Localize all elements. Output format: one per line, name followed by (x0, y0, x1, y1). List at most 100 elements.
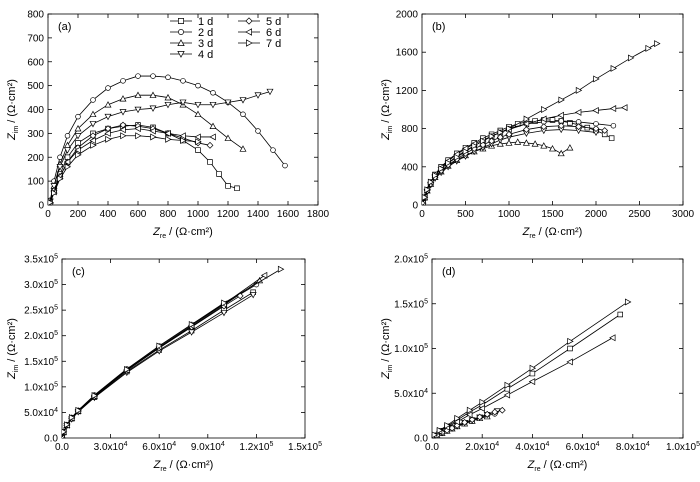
legend-marker (246, 39, 253, 47)
data-point (89, 121, 97, 128)
data-point (164, 101, 172, 109)
panel-tag: (c) (72, 266, 85, 278)
legend-marker (177, 51, 185, 58)
legend-item: 6 d (238, 27, 281, 39)
legend-label: 3 d (198, 38, 213, 50)
y-tick-label: 700 (27, 33, 44, 44)
data-point (120, 132, 127, 140)
series-line (49, 94, 244, 202)
x-tick-label: 1.2x105 (239, 441, 273, 453)
data-point (134, 91, 142, 98)
y-tick-label: 0 (412, 201, 418, 212)
data-point (75, 151, 82, 159)
x-tick-label: 800 (160, 209, 177, 220)
y-axis-title: Zim / (Ω·cm²) (380, 318, 394, 380)
x-tick-label: 1600 (277, 209, 300, 220)
data-point (523, 115, 531, 123)
data-point (529, 364, 537, 372)
data-point (448, 424, 456, 432)
data-point (149, 105, 157, 112)
y-tick-label: 1.0x105 (394, 343, 428, 355)
data-point (156, 342, 163, 350)
data-point (522, 139, 530, 146)
series-line (422, 120, 614, 204)
x-axis-title: Zre / (Ω·cm²) (152, 226, 213, 240)
data-point (206, 141, 214, 149)
series-line (422, 141, 571, 204)
x-tick-label: 3000 (672, 209, 695, 220)
y-tick-label: 1.5x105 (394, 298, 428, 310)
data-point (266, 88, 274, 96)
data-point (528, 378, 536, 386)
data-point (436, 426, 444, 434)
data-point (105, 85, 111, 91)
data-point (225, 183, 231, 189)
data-point (609, 105, 617, 113)
panel-tag: (b) (432, 21, 445, 33)
legend: 1 d2 d3 d4 d 5 d6 d7 d (170, 16, 281, 61)
data-point (195, 138, 202, 146)
x-tick-label: 1.0x105 (666, 441, 700, 453)
x-tick-label: 4.0x104 (515, 441, 549, 453)
data-point (74, 124, 82, 132)
data-point (610, 122, 617, 129)
x-tick-label: 0 (45, 209, 51, 220)
legend-label: 7 d (266, 38, 281, 50)
data-point (164, 129, 171, 137)
data-point (249, 292, 257, 299)
data-point (260, 271, 268, 279)
x-axis-title: Zre / (Ω·cm²) (527, 459, 588, 473)
y-tick-label: 1.0x105 (24, 381, 58, 393)
data-point (179, 132, 186, 140)
y-tick-label: 2.5x105 (24, 305, 58, 317)
data-point (625, 298, 632, 306)
data-point (62, 436, 66, 438)
series-line (62, 294, 254, 438)
data-point (63, 158, 71, 166)
data-point (104, 101, 112, 108)
data-point (209, 101, 217, 109)
data-point (488, 132, 496, 140)
data-point (479, 398, 486, 406)
data-point (567, 345, 573, 352)
x-tick-label: 1800 (307, 209, 330, 220)
data-point (445, 159, 452, 167)
data-point (608, 135, 615, 141)
data-point (478, 404, 485, 412)
y-tick-label: 1600 (396, 48, 419, 59)
data-point (135, 73, 141, 79)
data-point (57, 175, 64, 183)
data-point (549, 145, 556, 152)
y-axis-title: Zim / (Ω·cm²) (6, 79, 20, 141)
data-point (195, 82, 201, 89)
y-tick-label: 800 (27, 10, 44, 21)
data-point (194, 133, 201, 141)
y-tick-label: 0.0 (414, 434, 428, 445)
data-point (496, 133, 504, 141)
series-line (62, 268, 281, 438)
data-point (165, 74, 171, 81)
data-point (135, 132, 142, 140)
data-point (462, 148, 470, 156)
x-tick-label: 400 (100, 209, 117, 220)
data-point (468, 416, 476, 424)
data-point (105, 135, 112, 143)
data-point (56, 164, 64, 171)
legend-marker (177, 39, 185, 46)
data-point (74, 133, 82, 140)
legend-item: 4 d (170, 49, 213, 61)
series-3d (62, 276, 264, 438)
y-tick-label: 0.0 (44, 434, 58, 445)
data-point (90, 141, 97, 149)
y-tick-label: 3.5x105 (24, 254, 58, 266)
legend-label: 6 d (266, 27, 281, 39)
x-tick-label: 200 (70, 209, 87, 220)
data-point (270, 147, 276, 153)
chart-panel-3: 0.0 3.0x104 6.0x104 9.0x104 1.2x105 1.5x105 0.… (6, 254, 322, 474)
data-point (277, 265, 285, 273)
data-point (628, 54, 635, 62)
data-point (224, 99, 232, 106)
data-point (567, 337, 574, 345)
x-tick-label: 8.0x104 (616, 441, 650, 453)
data-point (240, 111, 246, 118)
